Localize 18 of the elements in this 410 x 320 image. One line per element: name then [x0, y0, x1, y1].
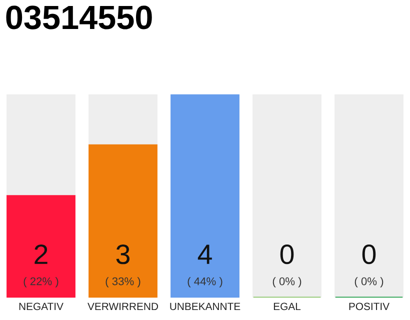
data-label: 4 ( 44% )	[188, 244, 222, 288]
data-label: 0 ( 0% )	[354, 244, 384, 288]
bar	[88, 144, 158, 298]
x-tick-label: EGAL	[274, 302, 301, 310]
bar	[252, 94, 322, 298]
data-label: 2 ( 22% )	[24, 244, 58, 288]
x-tick-label: POSITIV	[349, 302, 390, 310]
data-label: 0 ( 0% )	[272, 244, 302, 288]
bar	[88, 94, 158, 146]
x-tick-label: UNBEKANNTE	[170, 302, 240, 310]
data-label: 3 ( 33% )	[106, 244, 140, 288]
x-tick-label: VERWIRREND	[88, 302, 158, 310]
bar	[334, 94, 404, 298]
chart-title: 03514550	[6, 6, 152, 30]
bar	[6, 94, 76, 197]
bar	[6, 195, 76, 298]
bar	[170, 94, 240, 298]
x-tick-label: NEGATIV	[19, 302, 64, 310]
